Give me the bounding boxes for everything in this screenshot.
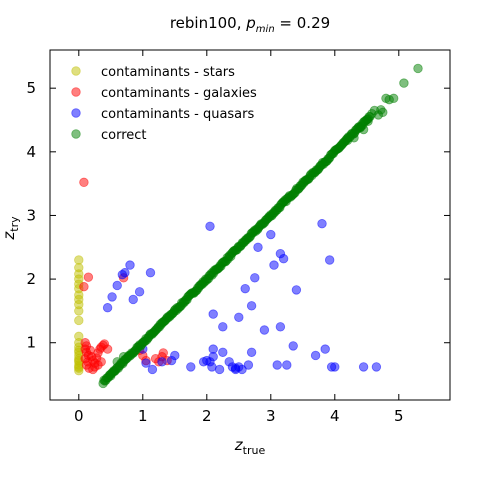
- point-series-0: [75, 316, 84, 325]
- y-tick-label: 3: [26, 206, 36, 224]
- point-series-2: [187, 363, 196, 372]
- point-series-2: [276, 323, 285, 332]
- point-series-2: [289, 342, 298, 351]
- point-series-2: [135, 288, 144, 297]
- point-series-2: [318, 219, 327, 228]
- legend-marker: [72, 67, 81, 76]
- point-series-3: [400, 79, 409, 88]
- point-series-2: [359, 363, 368, 372]
- y-axis-label: ztry: [0, 216, 21, 241]
- point-series-2: [171, 351, 180, 360]
- point-series-2: [103, 303, 112, 312]
- x-tick-label: 5: [394, 407, 404, 425]
- point-series-1: [89, 365, 98, 374]
- point-series-0: [75, 363, 84, 372]
- point-series-2: [244, 361, 253, 370]
- point-series-2: [146, 268, 155, 277]
- legend-label: correct: [101, 128, 147, 143]
- legend-marker: [72, 109, 81, 118]
- point-series-2: [321, 345, 330, 354]
- point-series-2: [121, 268, 130, 277]
- x-axis-label: ztrue: [234, 436, 266, 457]
- point-series-2: [209, 310, 218, 319]
- x-tick-label: 3: [266, 407, 276, 425]
- point-series-3: [414, 64, 423, 73]
- point-series-1: [97, 358, 106, 367]
- point-series-1: [159, 349, 168, 358]
- point-series-2: [270, 261, 279, 270]
- point-series-2: [126, 261, 135, 270]
- x-tick-label: 2: [202, 407, 212, 425]
- point-series-1: [80, 282, 89, 291]
- point-series-2: [247, 302, 256, 311]
- legend-marker: [72, 88, 81, 97]
- point-series-2: [254, 243, 263, 252]
- y-tick-label: 4: [26, 143, 36, 161]
- point-series-2: [325, 256, 334, 265]
- point-series-2: [292, 286, 301, 295]
- point-series-2: [148, 365, 157, 374]
- point-series-2: [129, 295, 138, 304]
- point-series-3: [366, 112, 375, 121]
- point-series-2: [108, 293, 117, 302]
- point-series-2: [251, 274, 260, 283]
- point-series-2: [215, 365, 224, 374]
- y-tick-label: 5: [26, 79, 36, 97]
- point-series-2: [219, 348, 228, 357]
- point-series-2: [231, 364, 240, 373]
- y-tick-label: 1: [26, 334, 36, 352]
- point-series-2: [372, 363, 381, 372]
- x-tick-label: 0: [74, 407, 84, 425]
- point-series-2: [267, 230, 276, 239]
- chart-title: rebin100, pmin = 0.29: [170, 14, 330, 35]
- legend-label: contaminants - quasars: [101, 107, 254, 122]
- point-series-3: [379, 108, 388, 117]
- legend-marker: [72, 130, 81, 139]
- point-series-1: [103, 345, 112, 354]
- point-series-2: [311, 351, 320, 360]
- legend-label: contaminants - galaxies: [101, 86, 257, 101]
- point-series-2: [206, 358, 215, 367]
- point-series-2: [279, 254, 288, 263]
- point-series-2: [283, 361, 292, 370]
- point-series-2: [113, 281, 122, 290]
- x-tick-label: 4: [330, 407, 340, 425]
- point-series-1: [84, 273, 93, 282]
- point-series-3: [389, 94, 398, 103]
- x-tick-label: 1: [138, 407, 148, 425]
- point-series-2: [260, 326, 269, 335]
- point-series-2: [247, 348, 256, 357]
- legend-label: contaminants - stars: [101, 65, 235, 80]
- point-series-2: [235, 313, 244, 322]
- point-series-2: [219, 323, 228, 332]
- point-series-2: [241, 284, 250, 293]
- point-series-2: [206, 222, 215, 231]
- point-series-2: [158, 358, 167, 367]
- point-series-0: [75, 307, 84, 316]
- point-series-2: [331, 363, 340, 372]
- point-series-2: [142, 359, 151, 368]
- legend: contaminants - stars contaminants - galax…: [72, 65, 257, 143]
- point-series-1: [80, 178, 89, 187]
- point-series-2: [273, 361, 282, 370]
- y-tick-label: 2: [26, 270, 36, 288]
